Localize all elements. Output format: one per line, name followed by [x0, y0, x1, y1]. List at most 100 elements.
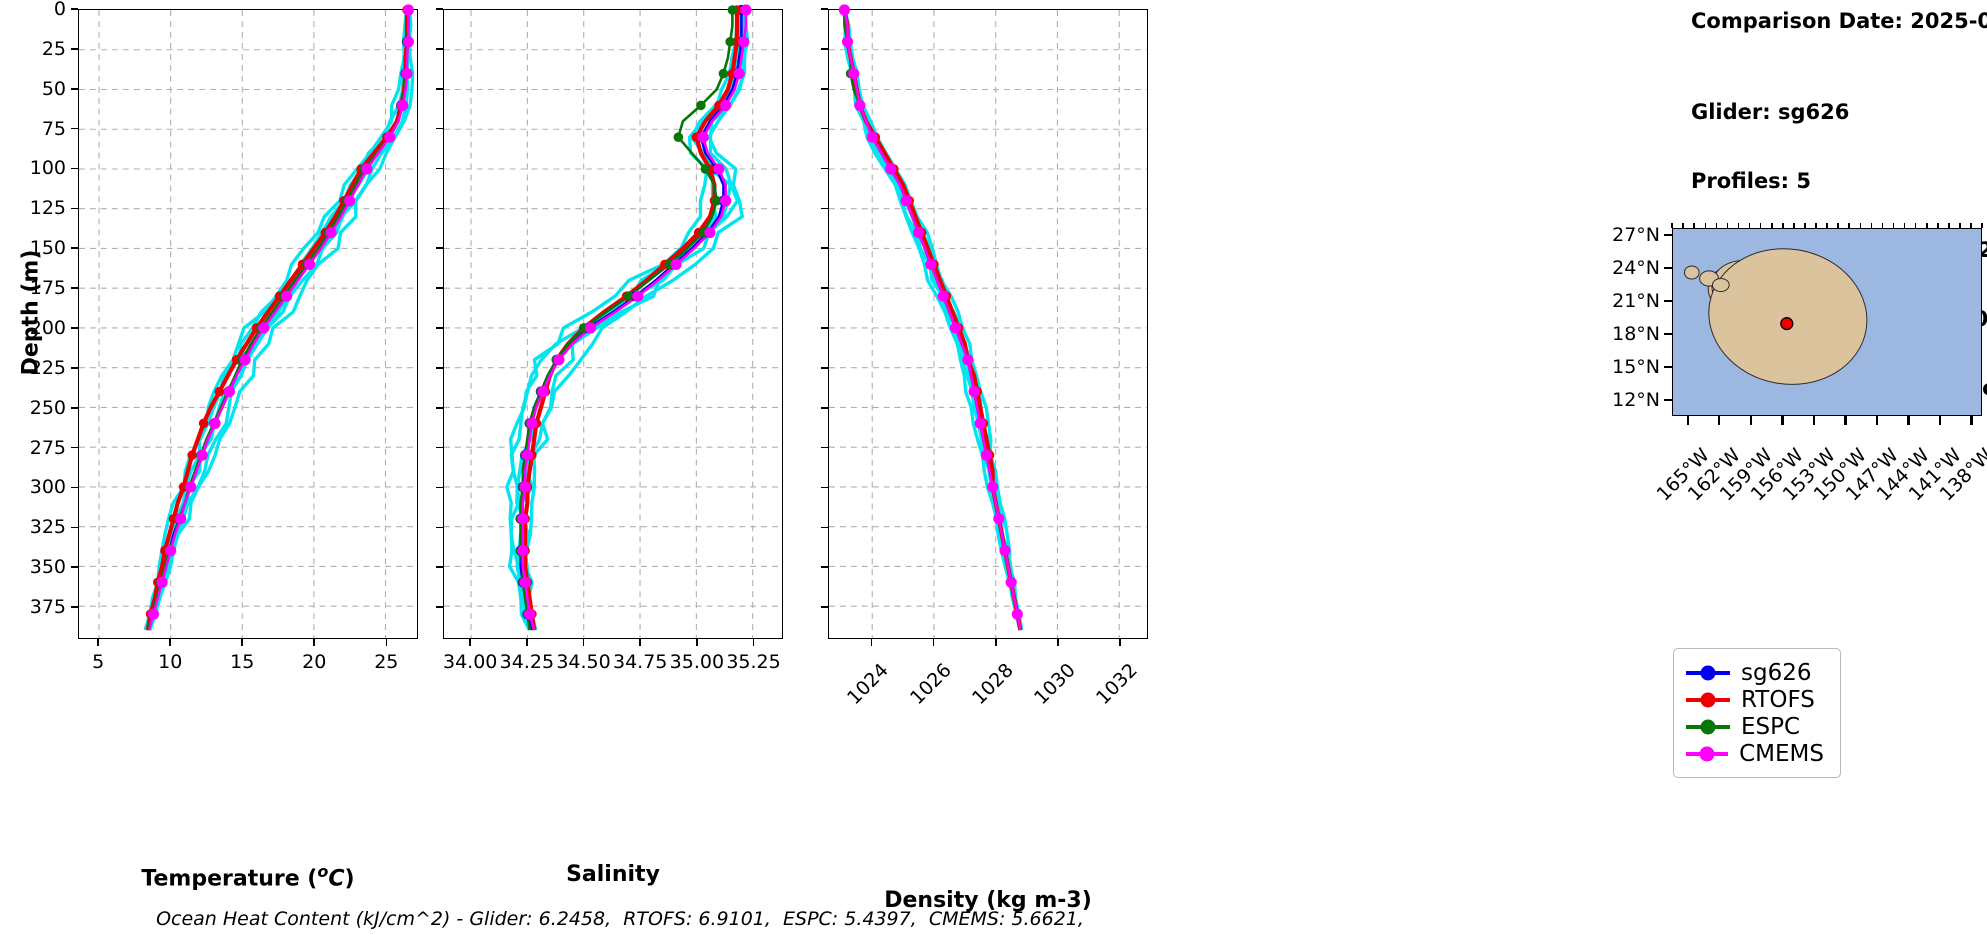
depth-tick-label: 0	[53, 0, 66, 20]
depth-tick-mark	[71, 247, 78, 250]
map-lon-tick-mark	[1907, 416, 1910, 425]
depth-tick-label: 125	[29, 197, 66, 220]
map-lat-tick-mark	[1664, 266, 1672, 270]
temperature-plot	[79, 4, 417, 638]
map-lat-tick-label: 27°N	[1612, 223, 1660, 246]
legend-label: sg626	[1741, 659, 1812, 686]
series-line-RTOFS	[145, 10, 410, 631]
series-marker-CMEMS	[344, 195, 356, 207]
depth-tick-mark	[821, 406, 828, 409]
series-marker-CMEMS	[401, 68, 413, 80]
series-marker-CMEMS	[866, 131, 878, 143]
map-lon-tick-mark	[1812, 416, 1816, 425]
map-minor-tick	[1815, 223, 1817, 228]
depth-tick-label: 250	[29, 396, 66, 419]
map-lat-tick-label: 12°N	[1612, 388, 1660, 411]
map-lon-tick-mark	[1718, 416, 1721, 425]
map-minor-tick	[1870, 223, 1873, 228]
map-minor-tick	[1892, 223, 1895, 228]
x-tick-mark	[1119, 639, 1121, 646]
island-shape	[1683, 265, 1700, 280]
depth-tick-mark	[821, 247, 828, 250]
series-marker-CMEMS	[397, 99, 409, 111]
depth-tick-mark	[436, 327, 443, 329]
depth-tick-mark	[821, 526, 828, 529]
series-marker-CMEMS	[720, 99, 732, 111]
depth-tick-mark	[821, 287, 828, 289]
x-tick-label: 34.75	[612, 651, 668, 673]
depth-tick-label: 350	[29, 556, 66, 579]
series-marker-CMEMS	[209, 417, 221, 429]
island-shape	[1711, 277, 1730, 293]
depth-tick-mark	[436, 8, 443, 10]
legend-item-RTOFS[interactable]: RTOFS	[1686, 686, 1824, 713]
series-marker-CMEMS	[968, 385, 980, 398]
series-marker-CMEMS	[697, 131, 709, 143]
depth-tick-mark	[71, 48, 78, 50]
map-minor-tick	[1726, 223, 1729, 228]
map-minor-tick	[1737, 223, 1740, 228]
series-marker-CMEMS	[361, 163, 373, 175]
legend-item-sg626[interactable]: sg626	[1686, 659, 1824, 686]
map-lon-tick-mark	[1781, 416, 1784, 425]
x-tick-label: 1030	[1029, 659, 1080, 709]
depth-tick-mark	[71, 566, 78, 569]
depth-tick-mark	[71, 406, 78, 409]
island-shape	[1708, 248, 1868, 385]
x-tick-label: 1032	[1092, 659, 1142, 709]
series-marker-CMEMS	[733, 68, 745, 80]
x-tick-mark	[169, 639, 171, 646]
series-line-ESPC	[146, 10, 410, 631]
depth-tick-mark	[71, 87, 78, 90]
map-lon-tick-mark	[1938, 416, 1942, 425]
depth-tick-mark	[821, 486, 828, 489]
series-marker-CMEMS	[526, 417, 538, 429]
series-marker-CMEMS	[519, 481, 531, 493]
legend-label: RTOFS	[1741, 686, 1815, 713]
map-lat-tick-label: 18°N	[1612, 322, 1660, 345]
series-marker-CMEMS	[854, 99, 866, 111]
series-marker-ESPC	[700, 164, 711, 174]
salinity-plot	[444, 4, 782, 638]
legend-label: ESPC	[1741, 713, 1801, 740]
series-marker-CMEMS	[974, 417, 986, 429]
depth-tick-mark	[71, 8, 78, 10]
series-marker-CMEMS	[993, 513, 1005, 525]
depth-tick-mark	[821, 606, 828, 608]
depth-tick-label: 100	[29, 157, 66, 180]
depth-tick-mark	[436, 446, 443, 449]
location-map[interactable]	[1672, 228, 1982, 416]
series-marker-CMEMS	[521, 449, 533, 461]
series-marker-ESPC	[727, 5, 738, 15]
depth-tick-label: 75	[41, 117, 66, 140]
profiles-line: Profiles: 5	[1691, 169, 1812, 193]
depth-tick-mark	[71, 367, 78, 369]
series-marker-CMEMS	[584, 322, 597, 334]
depth-tick-label: 375	[29, 596, 66, 619]
series-marker-CMEMS	[740, 4, 752, 16]
map-minor-tick	[1793, 223, 1795, 228]
depth-tick-mark	[436, 87, 443, 90]
legend-item-CMEMS[interactable]: CMEMS	[1686, 740, 1824, 767]
series-marker-CMEMS	[175, 513, 187, 525]
depth-tick-mark	[821, 327, 828, 329]
series-marker-ESPC	[624, 291, 634, 301]
x-tick-mark	[469, 639, 471, 646]
x-tick-mark	[97, 639, 99, 646]
depth-tick-mark	[821, 167, 828, 170]
x-tick-label: 1028	[967, 659, 1018, 709]
depth-tick-mark	[436, 486, 443, 489]
depth-tick-mark	[436, 207, 443, 210]
series-marker-CMEMS	[196, 449, 208, 461]
series-marker-CMEMS	[325, 227, 337, 239]
series-marker-CMEMS	[165, 544, 177, 557]
map-lon-tick-mark	[1844, 416, 1847, 425]
x-tick-mark	[932, 639, 935, 646]
map-minor-tick	[1826, 223, 1828, 228]
x-tick-mark	[385, 639, 388, 646]
legend-item-ESPC[interactable]: ESPC	[1686, 713, 1824, 740]
map-minor-tick	[1903, 223, 1906, 228]
map-lat-tick-label: 21°N	[1612, 289, 1660, 312]
depth-tick-mark	[71, 486, 78, 489]
series-marker-CMEMS	[670, 258, 682, 270]
